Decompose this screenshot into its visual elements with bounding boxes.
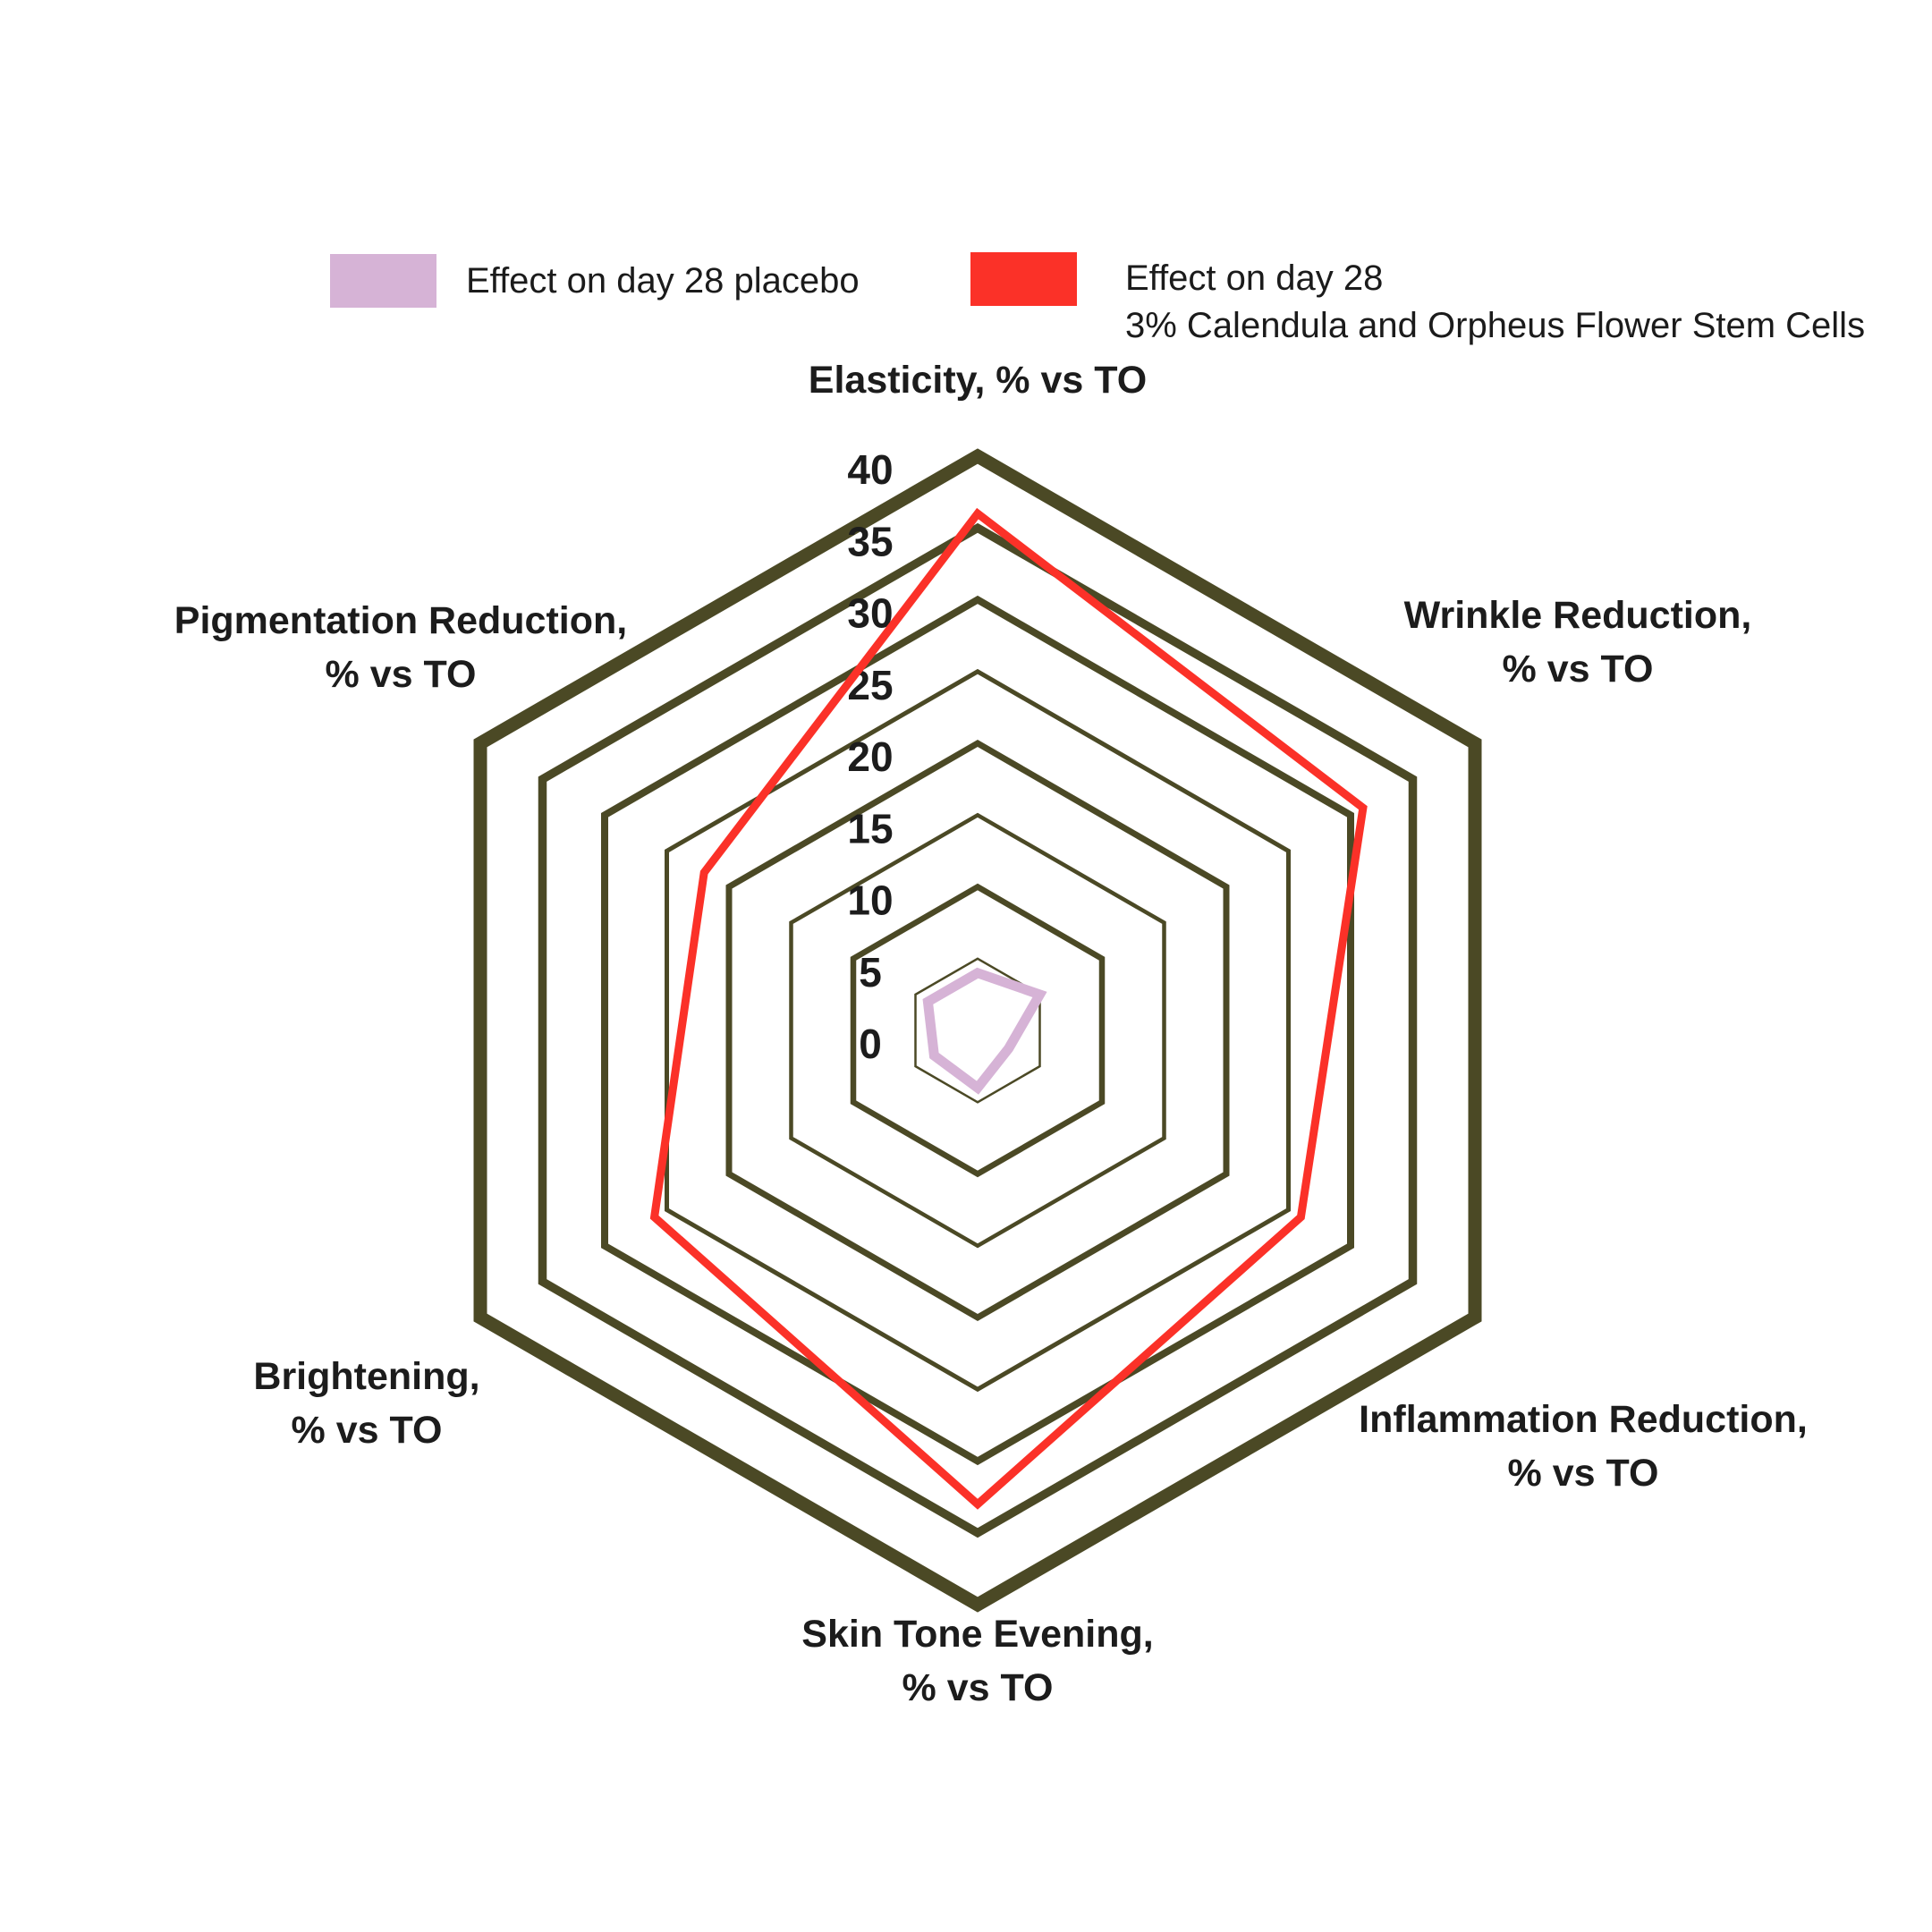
axis-label-pigmentation-reduction: Pigmentation Reduction, — [174, 599, 627, 642]
grid-ring-10 — [850, 883, 1106, 1178]
grid-ring-30 — [601, 595, 1354, 1466]
grid-ring-35 — [538, 522, 1418, 1538]
scale-tick-0: 0 — [859, 1021, 882, 1067]
axis-label-wrinkle-reduction: Wrinkle Reduction, — [1404, 594, 1752, 637]
legend-label-active-line2: 3% Calendula and Orpheus Flower Stem Cel… — [1125, 306, 1866, 345]
legend-swatch-placebo — [330, 254, 436, 308]
axis-label-brightening: Brightening, — [253, 1355, 479, 1398]
scale-tick-40: 40 — [847, 446, 893, 493]
scale-tick-35: 35 — [847, 518, 893, 564]
legend-label-active-line1: Effect on day 28 — [1125, 258, 1384, 298]
legend-swatch-active — [970, 252, 1077, 306]
axis-label-inflammation-reduction-line2: % vs TO — [1508, 1452, 1659, 1495]
series-polygon-placebo — [922, 967, 1047, 1095]
grid-ring-15 — [789, 812, 1166, 1249]
legend-label-placebo-line1: Effect on day 28 placebo — [466, 261, 860, 301]
axis-label-brightening-line2: % vs TO — [292, 1409, 443, 1452]
series-polygon-active — [649, 507, 1368, 1510]
grid-ring-25 — [665, 668, 1291, 1393]
scale-tick-20: 20 — [847, 733, 893, 780]
legend-label-placebo: Effect on day 28 placebo — [466, 258, 860, 305]
axis-label-elasticity: Elasticity, % vs TO — [809, 359, 1147, 402]
grid-ring-40 — [473, 448, 1482, 1613]
axis-label-skin-tone-evening: Skin Tone Evening, — [801, 1613, 1153, 1656]
scale-tick-5: 5 — [859, 949, 882, 996]
axis-label-skin-tone-evening-line2: % vs TO — [902, 1666, 1054, 1709]
axis-label-wrinkle-reduction-line2: % vs TO — [1503, 648, 1654, 691]
legend-label-active: Effect on day 28 3% Calendula and Orpheu… — [1125, 255, 1865, 350]
scale-tick-15: 15 — [847, 805, 893, 852]
scale-tick-10: 10 — [847, 877, 893, 924]
scale-tick-25: 25 — [847, 662, 893, 708]
grid-ring-20 — [725, 739, 1230, 1322]
axis-label-inflammation-reduction: Inflammation Reduction, — [1359, 1398, 1808, 1441]
axis-label-pigmentation-reduction-line2: % vs TO — [326, 653, 477, 696]
